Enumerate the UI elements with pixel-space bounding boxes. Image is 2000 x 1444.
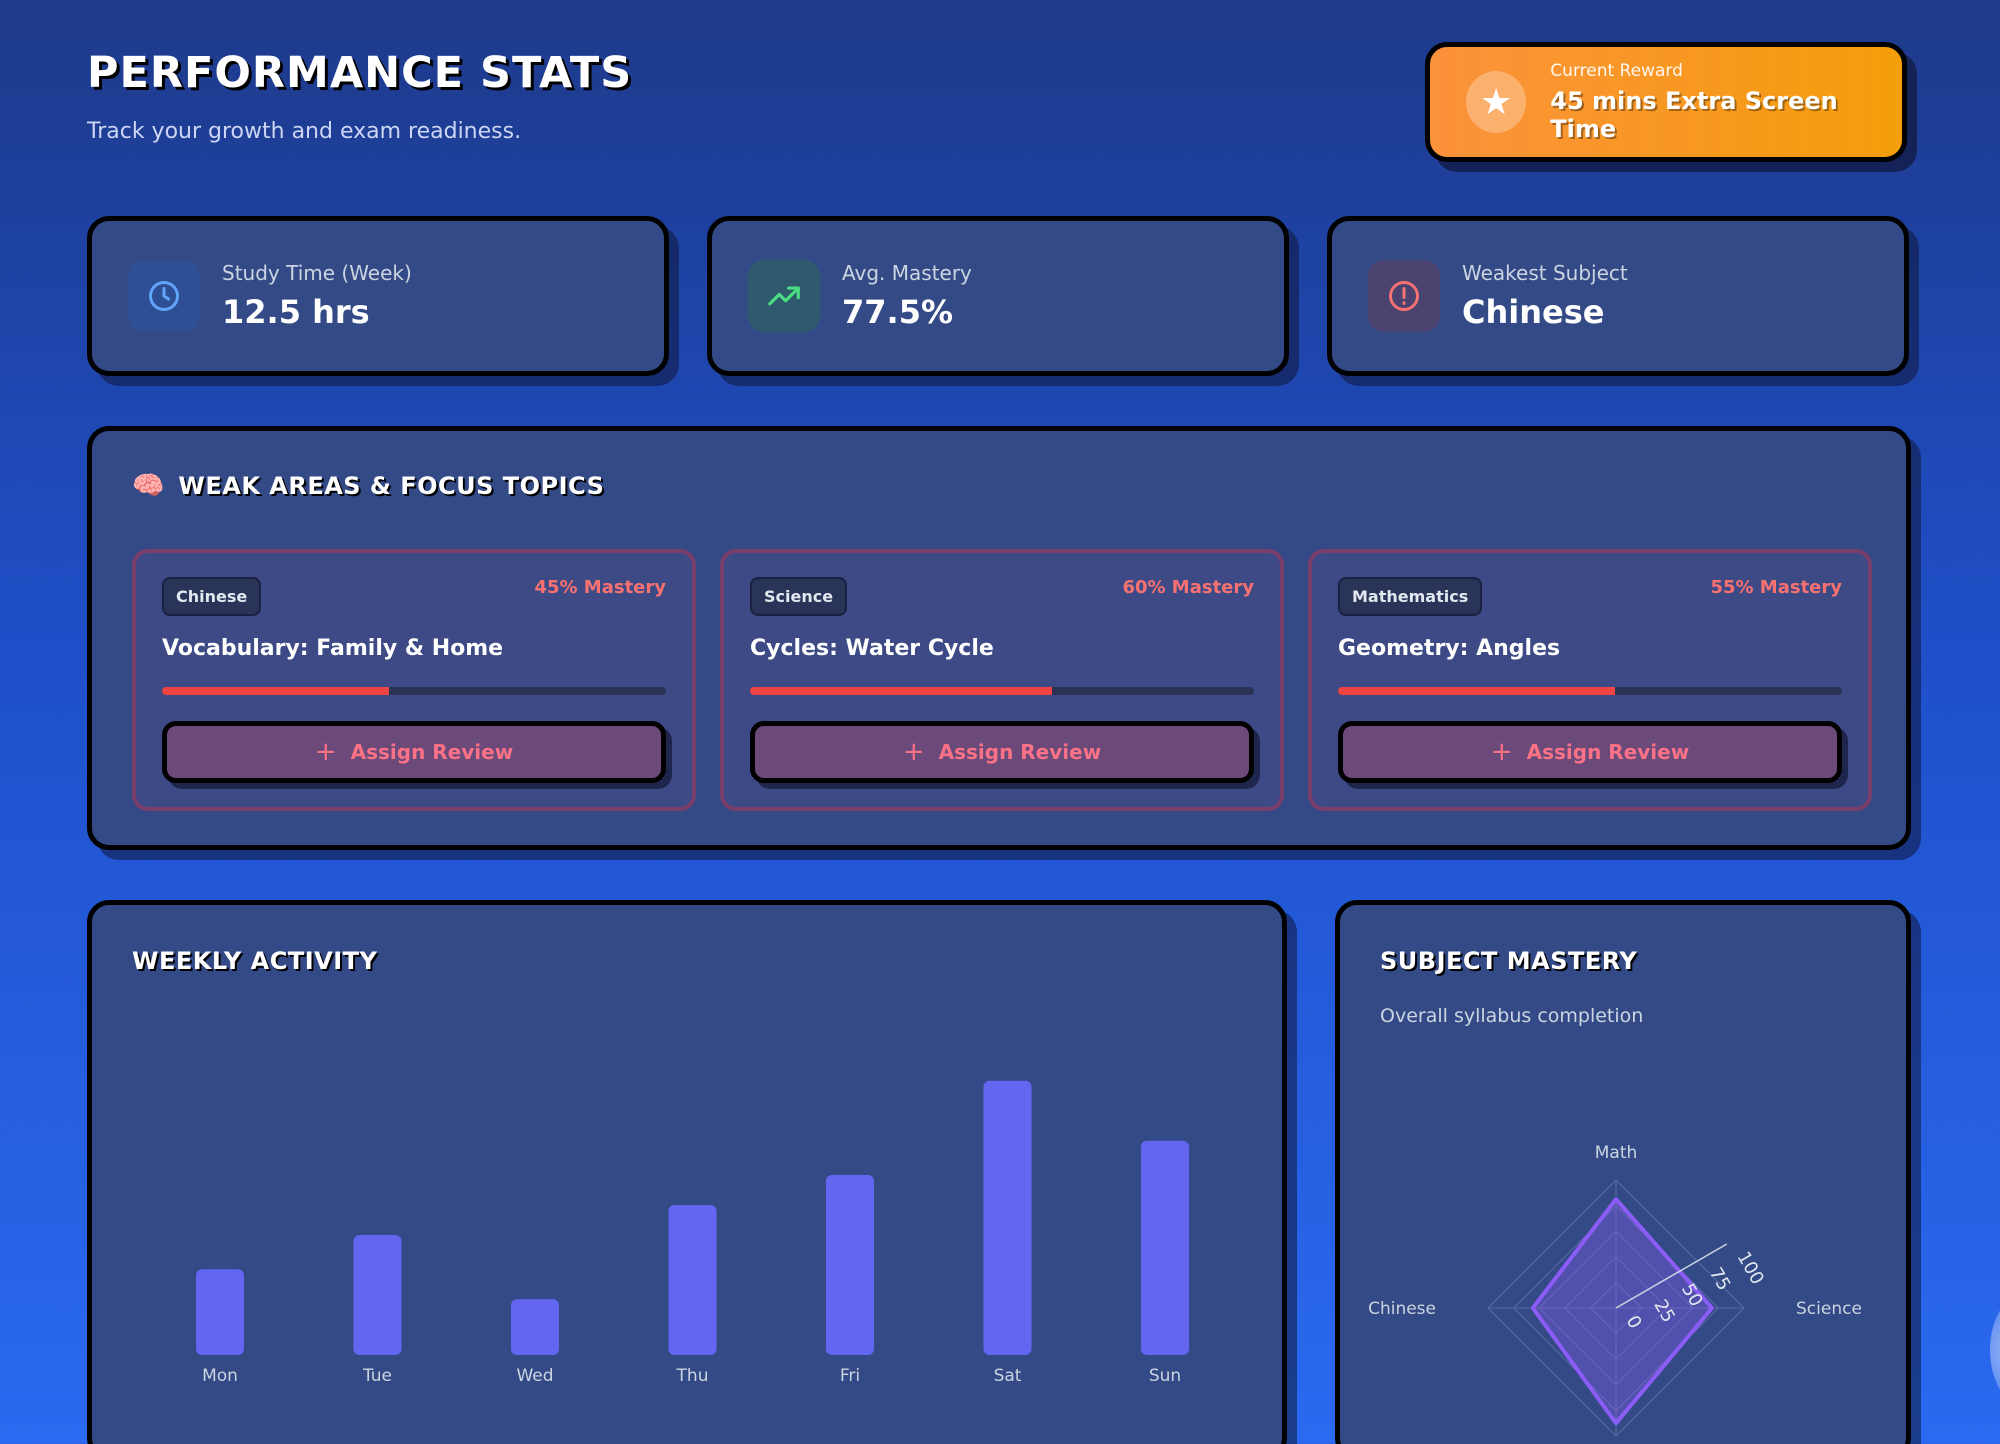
alert-circle-icon: [1368, 260, 1440, 332]
x-tick-label: Fri: [840, 1366, 860, 1386]
bar-wed[interactable]: [511, 1299, 559, 1355]
x-tick-label: Thu: [676, 1366, 709, 1386]
weekly-activity-title: WEEKLY ACTIVITY: [132, 947, 378, 975]
topic-name: Cycles: Water Cycle: [750, 636, 994, 661]
subject-tag: Mathematics: [1338, 577, 1483, 616]
stat-value: Chinese: [1462, 293, 1605, 331]
mastery-label: 55% Mastery: [1710, 577, 1842, 598]
mastery-progress-fill: [1338, 687, 1616, 695]
subject-mastery-title: SUBJECT MASTERY: [1380, 947, 1638, 975]
trending-up-icon: [748, 260, 820, 332]
topic-card: Science 60% Mastery Cycles: Water Cycle …: [720, 549, 1284, 811]
page-subtitle: Track your growth and exam readiness.: [87, 119, 522, 144]
mastery-progress-fill: [750, 687, 1053, 695]
assign-review-label: Assign Review: [938, 740, 1102, 764]
bar-tue[interactable]: [353, 1235, 402, 1355]
weekly-activity-panel: WEEKLY ACTIVITY Mon Tue Wed Thu Fri Sat Sun: [87, 900, 1287, 1444]
decorative-glow: [1990, 1290, 2000, 1410]
radar-axis-label: Chinese: [1368, 1299, 1436, 1319]
bar-sun[interactable]: [1141, 1140, 1189, 1355]
assign-review-label: Assign Review: [350, 740, 514, 764]
reward-value: 45 mins Extra Screen Time: [1550, 87, 1838, 143]
x-tick-label: Wed: [516, 1366, 553, 1386]
weak-areas-panel: 🧠 WEAK AREAS & FOCUS TOPICS Chinese 45% …: [87, 426, 1911, 850]
radar-axis-label: Math: [1595, 1143, 1638, 1163]
topic-card: Mathematics 55% Mastery Geometry: Angles…: [1308, 549, 1872, 811]
mastery-progress-bar: [162, 687, 666, 695]
mastery-progress-bar: [750, 687, 1254, 695]
radar-axis-label: Science: [1796, 1299, 1862, 1319]
assign-review-button[interactable]: + Assign Review: [1338, 721, 1842, 783]
stat-card-study-time: Study Time (Week) 12.5 hrs: [87, 216, 669, 376]
bar-thu[interactable]: [668, 1205, 717, 1355]
plus-icon: +: [314, 737, 337, 767]
assign-review-label: Assign Review: [1526, 740, 1690, 764]
plus-icon: +: [902, 737, 925, 767]
stat-label: Weakest Subject: [1462, 261, 1628, 285]
subject-mastery-radar-chart: MathScienceEnglishChinese0255075100: [1368, 1143, 1862, 1437]
radar-tick-label: 100: [1733, 1248, 1768, 1288]
mastery-label: 60% Mastery: [1122, 577, 1254, 598]
stat-value: 77.5%: [842, 293, 954, 331]
radar-series-mastery[interactable]: [1530, 1197, 1714, 1426]
mastery-progress-bar: [1338, 687, 1842, 695]
page-title: PERFORMANCE STATS: [87, 48, 633, 98]
current-reward-card[interactable]: ★ Current Reward 45 mins Extra Screen Ti…: [1425, 42, 1907, 162]
star-icon: ★: [1466, 71, 1527, 133]
weekly-activity-chart: Mon Tue Wed Thu Fri Sat Sun: [196, 1080, 1189, 1386]
clock-icon: [128, 260, 200, 332]
x-tick-label: Mon: [202, 1366, 238, 1386]
subject-mastery-panel: SUBJECT MASTERY Overall syllabus complet…: [1335, 900, 1911, 1444]
x-tick-label: Tue: [362, 1366, 392, 1386]
mastery-label: 45% Mastery: [534, 577, 666, 598]
topic-name: Vocabulary: Family & Home: [162, 636, 504, 661]
bar-sat[interactable]: [983, 1080, 1032, 1355]
assign-review-button[interactable]: + Assign Review: [750, 721, 1254, 783]
subject-mastery-subtitle: Overall syllabus completion: [1380, 1005, 1644, 1027]
subject-tag: Chinese: [162, 577, 262, 616]
topic-name: Geometry: Angles: [1338, 636, 1561, 661]
assign-review-button[interactable]: + Assign Review: [162, 721, 666, 783]
stat-label: Study Time (Week): [222, 261, 412, 285]
stat-card-weakest-subject: Weakest Subject Chinese: [1327, 216, 1909, 376]
x-tick-label: Sun: [1149, 1366, 1181, 1386]
x-tick-label: Sat: [994, 1366, 1022, 1386]
reward-label: Current Reward: [1550, 61, 1683, 81]
plus-icon: +: [1490, 737, 1513, 767]
stat-card-avg-mastery: Avg. Mastery 77.5%: [707, 216, 1289, 376]
stat-label: Avg. Mastery: [842, 261, 972, 285]
bar-fri[interactable]: [826, 1175, 874, 1355]
mastery-progress-fill: [162, 687, 389, 695]
radar-radial-axis: [1615, 1243, 1728, 1309]
bar-mon[interactable]: [196, 1269, 244, 1355]
subject-tag: Science: [750, 577, 848, 616]
topic-card: Chinese 45% Mastery Vocabulary: Family &…: [132, 549, 696, 811]
radar-tick-label: 75: [1705, 1264, 1735, 1294]
weak-areas-title: WEAK AREAS & FOCUS TOPICS: [178, 472, 605, 500]
brain-icon: 🧠: [132, 471, 165, 501]
stat-value: 12.5 hrs: [222, 293, 370, 331]
